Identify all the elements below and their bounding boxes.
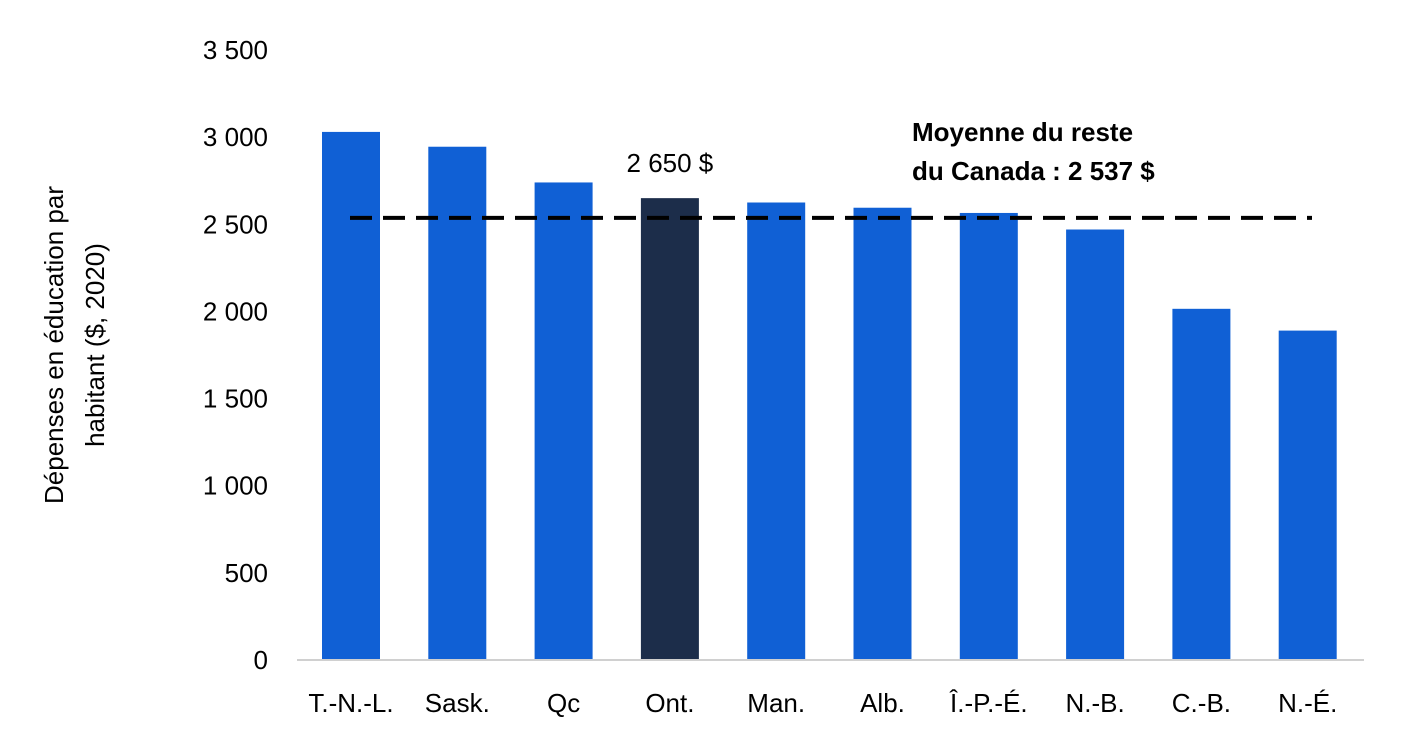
y-tick-label: 3 500	[203, 35, 268, 65]
x-tick-label: T.-N.-L.	[308, 688, 393, 718]
y-tick-label: 1 500	[203, 384, 268, 414]
bar	[1066, 229, 1125, 660]
y-axis-title: Dépenses en éducation par habitant ($, 2…	[39, 186, 110, 504]
x-tick-label: Man.	[747, 688, 805, 718]
x-tick-label: Î.-P.-É.	[949, 688, 1028, 718]
bar	[428, 146, 487, 660]
bar	[1278, 330, 1337, 660]
y-tick-label: 0	[254, 645, 268, 675]
x-tick-label: Alb.	[860, 688, 905, 718]
y-tick-label: 500	[225, 558, 268, 588]
bar	[1172, 308, 1231, 660]
y-tick-label: 2 000	[203, 296, 268, 326]
average-label-line-2: du Canada : 2 537 $	[912, 156, 1155, 186]
x-tick-label: N.-B.	[1065, 688, 1124, 718]
y-tick-label: 2 500	[203, 209, 268, 239]
bar	[959, 212, 1018, 660]
data-labels: 2 650 $	[627, 148, 714, 178]
bars	[322, 131, 1337, 660]
y-tick-label: 3 000	[203, 122, 268, 152]
x-tick-label: N.-É.	[1278, 688, 1337, 718]
bar	[322, 131, 380, 660]
y-tick-label: 1 000	[203, 471, 268, 501]
x-tick-label: Ont.	[645, 688, 694, 718]
bar	[747, 202, 806, 660]
bar	[534, 182, 593, 660]
x-axis-category-labels: T.-N.-L. Sask. Qc Ont. Man. Alb. Î.-P.-É. N.-B.…	[308, 688, 1337, 718]
x-tick-label: Sask.	[425, 688, 490, 718]
x-tick-label: C.-B.	[1172, 688, 1231, 718]
y-axis-title-line-1: Dépenses en éducation par	[39, 186, 69, 504]
y-axis-title-line-2: habitant ($, 2020)	[80, 243, 110, 447]
bar-data-label: 2 650 $	[627, 148, 714, 178]
bar	[640, 198, 699, 660]
bar	[853, 207, 912, 660]
y-axis-ticks: 0 500 1 000 1 500 2 000 2 500 3 000 3 500	[203, 35, 268, 675]
x-tick-label: Qc	[547, 688, 580, 718]
average-reference-label: Moyenne du reste du Canada : 2 537 $	[912, 117, 1155, 186]
average-label-line-1: Moyenne du reste	[912, 117, 1133, 147]
